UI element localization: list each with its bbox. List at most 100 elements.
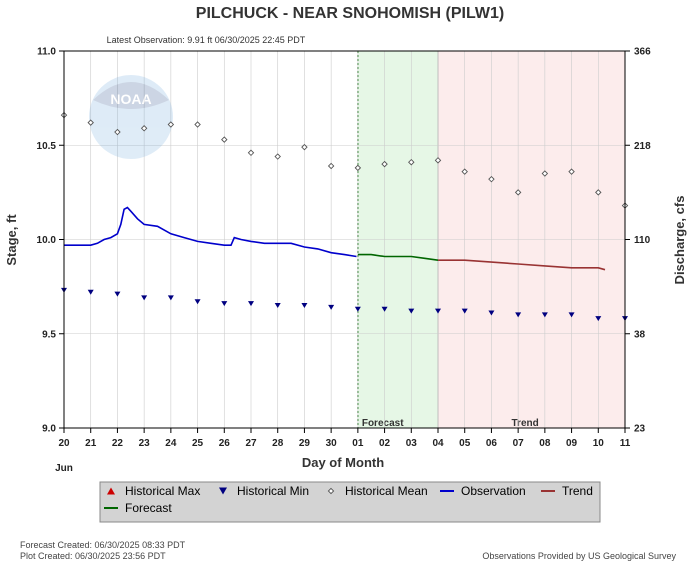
legend: Historical Max Historical Min Historical M… [99, 481, 601, 523]
historical-mean-point [247, 149, 255, 157]
historical-min-point [87, 289, 94, 295]
legend-item-historical-min: Historical Min [219, 484, 309, 498]
historical-mean-point [221, 136, 228, 143]
historical-min-point [408, 308, 415, 314]
y-tick-label-right: 110 [634, 235, 651, 246]
month-label: Jun [55, 463, 73, 474]
historical-min-point [301, 302, 308, 308]
legend-item-trend: Trend [541, 484, 593, 498]
trend-line [438, 259, 606, 271]
historical-mean-point [301, 143, 308, 151]
y-axis-left-label: Stage, ft [4, 214, 19, 266]
x-axis-label: Day of Month [302, 455, 384, 470]
x-tick-label: 25 [192, 438, 204, 449]
noaa-logo: NOAA [89, 75, 173, 159]
x-tick-label: 22 [112, 438, 124, 449]
legend-label-historical-max: Historical Max [125, 484, 200, 498]
historical-mean-point [327, 162, 335, 170]
x-tick-label: 23 [139, 438, 151, 449]
noaa-logo-bird [93, 82, 169, 109]
legend-swatch-historical-mean [327, 487, 335, 495]
legend-item-historical-max: Historical Max [107, 484, 200, 498]
x-tick-label: 28 [272, 438, 284, 449]
legend-item-historical-mean: Historical Mean [327, 484, 428, 498]
forecast-created: Forecast Created: 06/30/2025 08:33 PDT [20, 540, 186, 550]
historical-min-point [221, 301, 228, 307]
legend-label-forecast: Forecast [125, 501, 172, 515]
trend-region-label: Trend [512, 418, 539, 429]
historical-min-point [568, 312, 575, 318]
legend-items: Historical Max Historical Min Historical M… [104, 484, 593, 515]
y-tick-label-left: 10.0 [37, 235, 57, 246]
historical-min-point [328, 304, 335, 310]
historical-mean-point [167, 121, 175, 128]
x-tick-label: 21 [85, 438, 97, 449]
x-tick-label: 09 [566, 438, 578, 449]
x-tick-label: 05 [459, 438, 471, 449]
y-tick-label-left: 9.5 [42, 329, 56, 340]
historical-mean-point [114, 128, 121, 136]
y-tick-label-right: 366 [634, 47, 651, 58]
x-tick-label: 01 [352, 438, 364, 449]
legend-swatch-historical-max [107, 487, 115, 495]
historical-min-point [541, 312, 548, 318]
x-tick-label: 24 [165, 438, 177, 449]
historical-mean-point [381, 160, 388, 168]
x-tick-label: 08 [539, 438, 551, 449]
historical-min-point [194, 299, 201, 305]
x-tick-label: 03 [406, 438, 418, 449]
axes-group: 20 21 22 23 24 25 26 27 28 29 30 01 02 03 04 05 06 07 08 09… [37, 47, 652, 450]
x-tick-label: 20 [58, 438, 70, 449]
historical-min-point [354, 306, 361, 312]
x-tick-label: 04 [432, 438, 444, 449]
historical-mean-point [140, 125, 148, 132]
y-tick-label-right: 218 [634, 141, 651, 152]
noaa-logo-text: NOAA [110, 91, 151, 107]
historical-min-point [167, 295, 174, 301]
historical-mean-point [274, 153, 281, 160]
legend-box [99, 481, 601, 523]
legend-label-historical-min: Historical Min [237, 484, 309, 498]
y-tick-label-left: 10.5 [37, 141, 57, 152]
y-tick-label-left: 9.0 [42, 424, 56, 435]
x-tick-label: 26 [219, 438, 231, 449]
historical-mean-point [434, 157, 442, 164]
x-tick-label: 07 [513, 438, 525, 449]
chart-title: PILCHUCK - NEAR SNOHOMISH (PILW1) [196, 5, 504, 22]
x-tick-label: 29 [299, 438, 311, 449]
y-tick-label-right: 23 [634, 424, 646, 435]
historical-mean-point [514, 189, 522, 196]
historical-min-point [488, 310, 495, 316]
x-tick-label: 10 [593, 438, 605, 449]
noaa-logo-circle [89, 75, 173, 159]
historical-mean-point [541, 170, 549, 177]
historical-mean-point [461, 168, 468, 175]
x-tick-label: 27 [245, 438, 257, 449]
legend-label-observation: Observation [461, 484, 526, 498]
legend-label-trend: Trend [562, 484, 593, 498]
historical-min-point [381, 306, 388, 312]
marks-group [60, 111, 629, 322]
y-tick-label-left: 11.0 [37, 47, 56, 58]
legend-label-historical-mean: Historical Mean [345, 484, 428, 498]
x-tick-label: 11 [620, 438, 631, 449]
forecast-line [357, 253, 439, 261]
x-tick-label: 06 [486, 438, 498, 449]
legend-item-observation: Observation [440, 484, 526, 498]
legend-item-forecast: Forecast [104, 501, 172, 515]
y-tick-label-right: 38 [634, 329, 646, 340]
legend-swatch-historical-min [219, 487, 227, 495]
historical-min-point [114, 291, 121, 297]
x-tick-label: 30 [326, 438, 338, 449]
historical-min-point [461, 308, 468, 314]
historical-min-point [515, 312, 522, 318]
provided-by: Observations Provided by US Geological S… [482, 551, 676, 561]
observation-line [64, 206, 357, 258]
historical-min-point [274, 302, 281, 308]
historical-mean-point [354, 164, 362, 172]
plot-created: Plot Created: 06/30/2025 23:56 PDT [20, 551, 166, 561]
historical-min-point [435, 308, 441, 314]
historical-mean-point [408, 158, 415, 166]
